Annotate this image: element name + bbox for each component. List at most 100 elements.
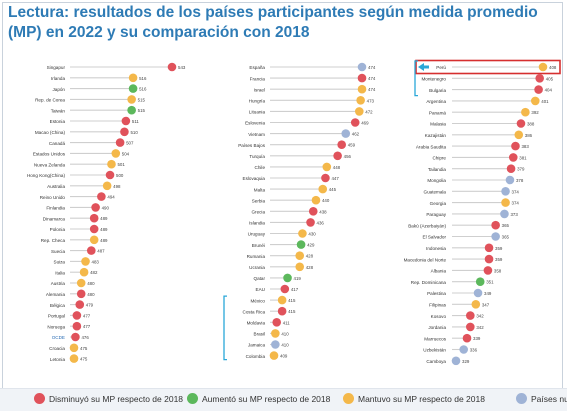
country-label: Rumania (247, 254, 266, 259)
value-label: 417 (291, 287, 299, 292)
value-label: 516 (139, 76, 147, 81)
data-point (459, 345, 469, 354)
country-label: Dinamarca (43, 216, 66, 221)
country-label: Turquía (249, 154, 265, 159)
value-label: 374 (512, 189, 520, 194)
data-point (283, 273, 292, 283)
data-point (357, 84, 367, 94)
country-label: Jamaica (248, 343, 266, 348)
data-point (357, 62, 367, 72)
dot-plot-chart: Singapur 543 Irlanda 516 Japón 516 Rep. de Cor… (27, 59, 561, 366)
country-label: Kosovo (431, 314, 447, 319)
value-label: 480 (87, 281, 95, 286)
value-label: 507 (126, 141, 134, 146)
country-label: Estonia (50, 119, 66, 124)
data-point (466, 322, 475, 332)
country-label: Rep. de Corea (35, 98, 65, 103)
value-label: 543 (178, 65, 186, 70)
value-label: 365 (502, 223, 510, 228)
data-point (511, 141, 520, 151)
country-label: Uzbekistán (423, 348, 446, 353)
data-point (500, 209, 509, 219)
data-point (356, 96, 365, 105)
data-point (354, 107, 364, 116)
highlight-box (415, 59, 561, 75)
country-label: Noruega (47, 324, 65, 329)
value-label: 430 (308, 232, 316, 237)
value-label: 515 (138, 108, 146, 113)
value-label: 479 (86, 303, 94, 308)
legend-dot-decreased (34, 393, 45, 405)
data-point (337, 140, 346, 149)
country-label: Croacia (49, 346, 65, 351)
data-point (534, 85, 543, 94)
data-point (322, 162, 332, 172)
value-label: 410 (281, 343, 289, 348)
value-label: 336 (470, 348, 478, 353)
country-label: Qatar (254, 276, 266, 281)
country-label: Austria (51, 281, 66, 286)
country-label: Bélgica (50, 303, 66, 308)
data-point (471, 300, 481, 309)
country-label: Bakú (Azerbaiyán) (408, 223, 446, 228)
country-label: Rep. Dominicana (411, 280, 447, 285)
data-point (277, 295, 287, 305)
value-label: 342 (476, 314, 484, 319)
data-point (311, 195, 321, 205)
country-label: Suiza (54, 260, 66, 265)
value-label: 373 (510, 212, 518, 217)
data-point (86, 246, 96, 255)
data-point (538, 62, 548, 72)
country-label: El Salvador (423, 235, 447, 240)
data-point (89, 235, 99, 245)
data-point (462, 333, 472, 343)
value-label: 515 (138, 97, 146, 102)
country-label: Irlanda (51, 76, 65, 81)
country-label: Francia (250, 76, 266, 81)
data-point (79, 267, 89, 277)
value-label: 487 (97, 249, 105, 254)
highlight-arrow-icon (418, 63, 429, 71)
data-point (72, 311, 82, 320)
value-label: 365 (502, 235, 510, 240)
country-label: España (249, 65, 265, 70)
country-label: Malasia (430, 122, 446, 127)
value-label: 411 (283, 320, 291, 325)
data-point (102, 181, 112, 191)
country-label: Ucrania (249, 265, 265, 270)
value-label: 342 (476, 325, 484, 330)
country-label: Rep. Checa (41, 238, 66, 243)
country-label: Estados Unidos (33, 152, 66, 157)
country-label: Letonia (50, 357, 66, 362)
value-label: 381 (519, 155, 527, 160)
value-label: 477 (83, 313, 91, 318)
country-label: Georgia (430, 201, 447, 206)
country-label: Colombia (246, 354, 266, 359)
data-point (127, 105, 136, 115)
value-label: 474 (368, 65, 376, 70)
data-point (491, 220, 500, 230)
country-label: Paraguay (426, 212, 446, 217)
value-label: 428 (306, 254, 314, 259)
legend-label-increased: Aumentó su MP respecto de 2018 (202, 393, 331, 404)
country-label: México (250, 298, 265, 303)
country-label: Eslovenia (245, 121, 265, 126)
country-label: Costa Rica (243, 309, 266, 314)
data-point (115, 138, 125, 147)
country-label: Eslovaquia (243, 176, 266, 181)
value-label: 436 (317, 220, 325, 225)
data-point (127, 95, 136, 104)
country-label: Islandia (249, 221, 265, 226)
value-label: 476 (81, 335, 89, 340)
value-label: 459 (348, 143, 356, 148)
value-label: 498 (113, 184, 121, 189)
country-label: Uruguay (248, 232, 266, 237)
country-label: Filipinas (429, 303, 447, 308)
data-point (121, 116, 131, 126)
data-point (295, 251, 305, 260)
value-label: 482 (90, 270, 98, 275)
value-label: 489 (100, 227, 108, 232)
value-label: 383 (521, 144, 529, 149)
value-label: 351 (486, 280, 494, 285)
country-label: Macedonia del Norte (404, 257, 447, 262)
